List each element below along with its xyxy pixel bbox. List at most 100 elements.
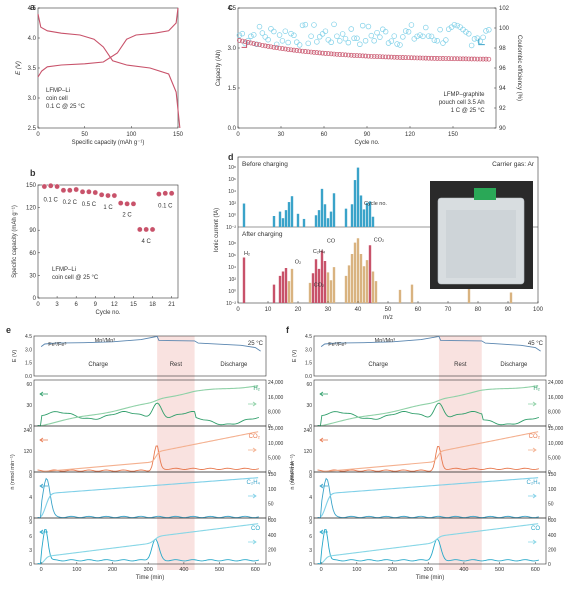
ce-point	[385, 40, 392, 46]
x-tick-label: 6	[75, 302, 79, 308]
right-tick-label: 10,000	[268, 441, 284, 447]
series-discharge	[37, 13, 181, 129]
data-point	[98, 191, 105, 198]
data-point	[149, 226, 156, 233]
bar	[344, 208, 348, 227]
ce-point	[276, 32, 283, 38]
rate-curve	[37, 402, 259, 427]
arrow-right-icon	[528, 447, 537, 453]
right-tick-label: 200	[548, 547, 557, 553]
capacity-point	[440, 56, 446, 61]
x-tick-label: 15	[130, 302, 137, 308]
capacity-point	[423, 55, 429, 61]
capacity-point	[320, 50, 325, 56]
x-tick-label: 80	[475, 307, 482, 313]
capacity-point	[239, 38, 245, 44]
ce-point	[480, 34, 486, 41]
ce-point	[400, 34, 406, 40]
x-tick-label: 500	[215, 567, 224, 573]
y2-tick-label: 96	[499, 66, 506, 72]
capacity-point	[429, 55, 434, 61]
ce-point	[388, 38, 395, 44]
capacity-point	[383, 54, 388, 60]
y-axis-label: E (V)	[12, 350, 18, 363]
voltage-frame	[33, 335, 267, 377]
panel-d: d 10⁻² 10⁻² 10⁰ 10⁰ 10² 10² 10⁴ 10⁴ 10⁶ 10⁶ 10⁸ 10⁸ 0…	[214, 152, 544, 321]
y-tick-label: 4.5	[28, 6, 37, 12]
ce-point	[351, 35, 357, 42]
capacity-point	[325, 51, 331, 56]
y2-tick-label: 102	[499, 6, 510, 12]
arrow-left-icon	[319, 391, 328, 397]
rate-curve	[37, 477, 259, 519]
panel-label: b	[30, 168, 36, 178]
ce-point	[377, 34, 383, 40]
data-point	[111, 192, 118, 199]
capacity-point	[351, 53, 357, 58]
capacity-point	[251, 41, 257, 46]
y-tick-label: 10⁸	[228, 165, 236, 171]
mn-label: Mn²/Mn³	[375, 338, 396, 344]
ce-point	[411, 36, 418, 42]
data-point	[47, 182, 54, 189]
y-tick-label: 4.0	[28, 36, 37, 42]
bar	[368, 201, 372, 227]
x-tick-label: 50	[385, 307, 392, 313]
x-tick-label: 600	[251, 567, 260, 573]
y-tick-label: 30	[29, 273, 36, 279]
left-tick-label: 0	[309, 424, 312, 430]
panel-b: b 0 3 6 9 12 15 18 21 0 30 60 90 120 150 Cycle no. Speci…	[12, 168, 179, 316]
ce-point	[454, 22, 461, 29]
subplot-frame	[313, 471, 547, 519]
capacity-point	[265, 43, 271, 49]
capacity-point	[466, 56, 472, 62]
bar	[362, 266, 366, 303]
panel-label: a	[30, 2, 36, 12]
rest-shading	[438, 336, 482, 570]
capacity-point	[277, 45, 282, 51]
annotation: 0.1 C @ 25 °C	[46, 104, 86, 110]
panel-f: f 0.0 1.5 3.0 4.5 E (V) Fe²/Fe³ Mn²/Mn³ Charge Re…	[286, 325, 564, 581]
left-tick-label: 4	[29, 495, 32, 501]
capacity-point	[260, 42, 265, 48]
y-axis-label: Capacity (Ah)	[216, 50, 222, 86]
voltage-curve	[320, 335, 541, 352]
right-tick-label: 200	[268, 547, 277, 553]
bar	[320, 250, 324, 303]
x-tick-label: 18	[149, 302, 156, 308]
cumulative-curve	[40, 477, 259, 517]
right-tick-label: 400	[548, 533, 557, 539]
capacity-point	[454, 56, 460, 62]
left-tick-label: 0	[309, 562, 312, 568]
bar	[317, 268, 321, 303]
x-tick-label: 90	[364, 132, 371, 138]
ce-point	[242, 40, 248, 47]
left-tick-label: 0	[29, 562, 32, 568]
bar	[320, 188, 324, 227]
y-tick-label: 150	[26, 183, 37, 189]
right-tick-label: 600	[268, 518, 277, 524]
capacity-point	[363, 53, 368, 59]
ce-point	[279, 38, 286, 44]
capacity-point	[368, 53, 374, 59]
ce-point	[345, 39, 352, 46]
cumulative-curve	[321, 385, 539, 427]
bar	[353, 242, 357, 303]
arrow-right-icon	[248, 539, 257, 545]
bar	[323, 204, 327, 227]
y-tick-label: 10⁰	[228, 213, 236, 219]
data-point	[79, 188, 86, 195]
phase-label: Charge	[88, 362, 108, 368]
right-tick-label: 5,000	[548, 455, 561, 461]
capacity-point	[285, 47, 291, 52]
capacity-point	[271, 44, 277, 50]
ce-point	[294, 39, 300, 45]
bar	[272, 284, 276, 303]
rate-label: 1 C	[103, 205, 113, 211]
ce-point	[288, 30, 294, 37]
right-tick-label: 0	[548, 562, 551, 568]
ce-point	[394, 41, 400, 47]
phase-label: Rest	[454, 362, 467, 368]
capacity-point	[463, 56, 469, 62]
x-tick-label: 12	[111, 302, 118, 308]
